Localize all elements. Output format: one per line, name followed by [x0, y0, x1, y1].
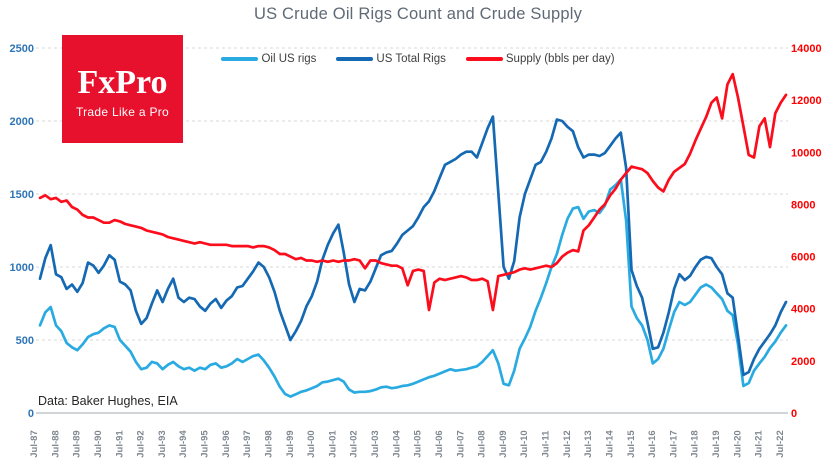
legend-item-us-total-rigs: US Total Rigs [336, 53, 446, 65]
x-axis-tick-label: Jul-12 [562, 430, 573, 457]
us-total-rigs-line [38, 115, 788, 377]
right-axis-tick-label: 10000 [791, 147, 822, 159]
right-axis-tick-label: 2000 [791, 356, 815, 368]
supply-bbls-per-day-line [38, 72, 788, 312]
x-axis-tick-label: Jul-07 [455, 430, 466, 457]
x-axis-tick-label: Jul-08 [477, 430, 488, 457]
x-axis-tick-label: Jul-13 [583, 430, 594, 457]
x-axis-tick-label: Jul-88 [50, 430, 61, 457]
x-axis-tick-label: Jul-11 [541, 430, 552, 458]
x-axis-tick-label: Jul-17 [668, 430, 679, 457]
legend-item-oil-us-rigs: Oil US rigs [221, 53, 316, 65]
data-source-note: Data: Baker Hughes, EIA [38, 394, 178, 408]
right-axis-tick-label: 0 [791, 408, 797, 420]
fxpro-logo-wordmark: FxPro [77, 63, 168, 101]
left-axis-tick-label: 1500 [10, 189, 34, 201]
legend-line-sample-supply [465, 57, 503, 61]
x-axis-tick-label: Jul-05 [413, 430, 424, 458]
x-axis-tick-label: Jul-98 [263, 430, 274, 457]
x-axis-tick-label: Jul-09 [498, 430, 509, 457]
x-axis-tick-label: Jul-15 [626, 430, 637, 458]
legend-label-supply: Supply (bbls per day) [505, 53, 615, 65]
chart-legend: Oil US rigs US Total Rigs Supply (bbls p… [0, 53, 836, 65]
x-axis-tick-label: Jul-94 [178, 430, 189, 458]
left-axis-tick-label: 500 [16, 335, 34, 347]
x-axis-tick-label: Jul-22 [775, 430, 786, 457]
x-axis-tick-label: Jul-91 [114, 430, 125, 458]
x-axis-tick-label: Jul-16 [647, 430, 658, 457]
right-axis-tick-label: 6000 [791, 252, 815, 264]
legend-label-us-total-rigs: US Total Rigs [376, 53, 446, 65]
x-axis-tick-label: Jul-93 [157, 430, 168, 457]
x-axis-tick-label: Jul-90 [93, 430, 104, 457]
x-axis-tick-label: Jul-03 [370, 430, 381, 457]
legend-item-supply: Supply (bbls per day) [465, 53, 615, 65]
left-axis-tick-label: 0 [28, 408, 34, 420]
x-axis-tick-label: Jul-18 [690, 430, 701, 457]
right-axis-tick-label: 8000 [791, 199, 815, 211]
x-axis-tick-label: Jul-04 [391, 430, 402, 458]
x-axis-tick-label: Jul-21 [754, 430, 765, 458]
x-axis-tick-label: Jul-87 [29, 430, 40, 457]
right-axis-tick-label: 12000 [791, 95, 822, 107]
x-axis-tick-label: Jul-96 [221, 430, 232, 457]
x-axis-tick-label: Jul-14 [604, 430, 615, 458]
x-axis-tick-label: Jul-92 [136, 430, 147, 457]
legend-line-sample-oil-us-rigs [221, 57, 259, 61]
x-axis-tick-label: Jul-89 [72, 430, 83, 457]
right-axis-tick-label: 4000 [791, 304, 815, 316]
x-axis-tick-label: Jul-20 [732, 430, 743, 457]
fxpro-logo-tagline: Trade Like a Pro [75, 104, 170, 119]
legend-line-sample-us-total-rigs [336, 57, 374, 61]
x-axis-tick-label: Jul-06 [434, 430, 445, 457]
chart-title: US Crude Oil Rigs Count and Crude Supply [253, 5, 583, 23]
x-axis-tick-label: Jul-19 [711, 430, 722, 457]
x-axis-tick-label: Jul-10 [519, 430, 530, 457]
oil-us-rigs-line [38, 178, 788, 398]
left-axis-tick-label: 2500 [10, 43, 34, 55]
left-axis-tick-label: 2000 [10, 116, 34, 128]
left-axis-tick-label: 1000 [10, 262, 34, 274]
x-axis-tick-label: Jul-95 [200, 430, 211, 458]
fxpro-logo: FxPro Trade Like a Pro [62, 35, 183, 143]
legend-label-oil-us-rigs: Oil US rigs [261, 53, 317, 65]
x-axis-tick-label: Jul-01 [327, 430, 338, 458]
right-axis-tick-label: 14000 [791, 43, 822, 55]
x-axis-tick-label: Jul-99 [285, 430, 296, 457]
x-axis-tick-label: Jul-00 [306, 430, 317, 457]
x-axis-tick-label: Jul-02 [349, 430, 360, 457]
x-axis-tick-label: Jul-97 [242, 430, 253, 457]
